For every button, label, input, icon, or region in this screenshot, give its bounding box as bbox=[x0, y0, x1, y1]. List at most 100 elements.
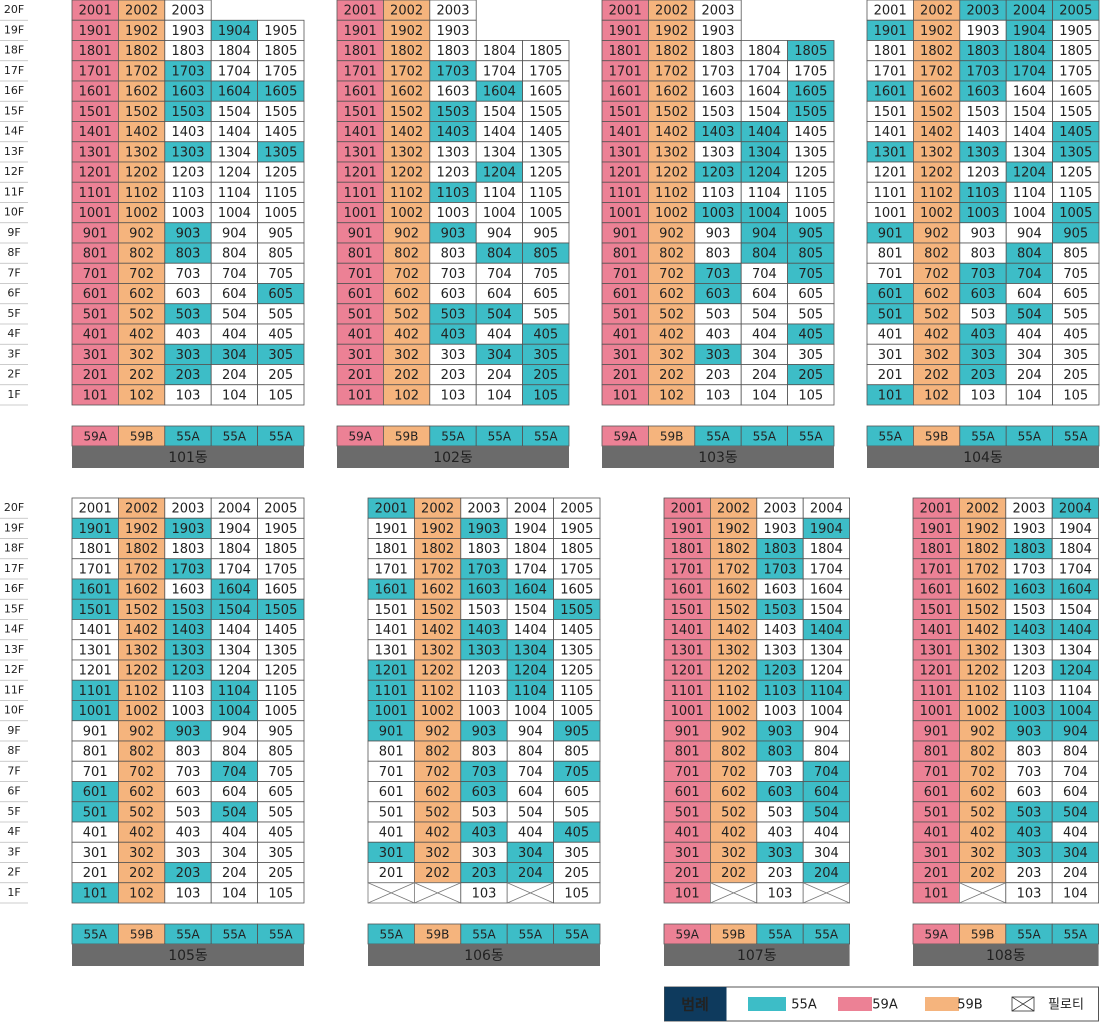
unit-number: 901 bbox=[675, 724, 700, 739]
unit-number: 603 bbox=[441, 287, 466, 302]
unit-number: 1105 bbox=[529, 186, 562, 201]
unit-number: 603 bbox=[1017, 785, 1042, 800]
type-label: 59B bbox=[130, 928, 154, 942]
unit-number: 505 bbox=[268, 307, 293, 322]
unit-number: 1101 bbox=[79, 186, 112, 201]
unit-number: 2003 bbox=[171, 4, 204, 19]
unit-number: 904 bbox=[752, 226, 777, 241]
unit-number: 202 bbox=[394, 368, 419, 383]
unit-number: 1601 bbox=[671, 583, 704, 598]
unit-number: 902 bbox=[129, 724, 154, 739]
unit-number: 1405 bbox=[794, 125, 827, 140]
type-label: 55A bbox=[488, 430, 512, 444]
unit-number: 805 bbox=[1063, 247, 1088, 262]
unit-number: 503 bbox=[441, 307, 466, 322]
unit-number: 1403 bbox=[467, 623, 500, 638]
unit-number: 103 bbox=[971, 388, 996, 403]
unit-number: 2004 bbox=[514, 502, 547, 517]
unit-number: 902 bbox=[721, 724, 746, 739]
unit-number: 501 bbox=[675, 805, 700, 820]
unit-number: 1902 bbox=[920, 24, 953, 39]
unit-number: 1702 bbox=[920, 64, 953, 79]
type-label: 55A bbox=[223, 928, 247, 942]
unit-number: 1503 bbox=[436, 105, 469, 120]
unit-number: 204 bbox=[222, 368, 247, 383]
unit-number: 901 bbox=[613, 226, 638, 241]
unit-number: 1601 bbox=[920, 583, 953, 598]
unit-number: 402 bbox=[425, 826, 450, 841]
floor-label: 1F bbox=[7, 886, 20, 899]
unit-number: 401 bbox=[83, 328, 108, 343]
unit-number: 401 bbox=[83, 826, 108, 841]
unit-number: 1303 bbox=[966, 145, 999, 160]
unit-number: 1202 bbox=[717, 664, 750, 679]
unit-number: 401 bbox=[379, 826, 404, 841]
unit-number: 501 bbox=[924, 805, 949, 820]
floor-label: 5F bbox=[7, 307, 20, 320]
unit-number: 1301 bbox=[375, 643, 408, 658]
unit-number: 1405 bbox=[1059, 125, 1092, 140]
unit-number: 1801 bbox=[79, 542, 112, 557]
unit-number: 1103 bbox=[701, 186, 734, 201]
unit-number: 1304 bbox=[218, 145, 251, 160]
unit-number: 605 bbox=[268, 287, 293, 302]
unit-number: 502 bbox=[721, 805, 746, 820]
type-label: 55A bbox=[1017, 928, 1041, 942]
unit-number: 1103 bbox=[171, 186, 204, 201]
unit-number: 1401 bbox=[671, 623, 704, 638]
unit-number: 1901 bbox=[920, 522, 953, 537]
unit-number: 2001 bbox=[874, 4, 907, 19]
unit-number: 1504 bbox=[1059, 603, 1092, 618]
unit-number: 604 bbox=[752, 287, 777, 302]
unit-number: 1901 bbox=[79, 24, 112, 39]
unit-number: 1305 bbox=[560, 643, 593, 658]
unit-number: 1403 bbox=[966, 125, 999, 140]
unit-number: 1001 bbox=[920, 704, 953, 719]
unit-number: 1002 bbox=[125, 704, 158, 719]
unit-number: 901 bbox=[924, 724, 949, 739]
unit-number: 1603 bbox=[1012, 583, 1045, 598]
unit-number: 1601 bbox=[344, 85, 377, 100]
unit-number: 1002 bbox=[390, 206, 423, 221]
unit-number: 1404 bbox=[218, 125, 251, 140]
unit-number: 2001 bbox=[375, 502, 408, 517]
unit-number: 1002 bbox=[920, 206, 953, 221]
unit-number: 601 bbox=[83, 785, 108, 800]
unit-number: 705 bbox=[268, 267, 293, 282]
unit-number: 1302 bbox=[920, 145, 953, 160]
unit-number: 1503 bbox=[966, 105, 999, 120]
unit-number: 1205 bbox=[794, 166, 827, 181]
unit-number: 1301 bbox=[609, 145, 642, 160]
unit-number: 1903 bbox=[1012, 522, 1045, 537]
unit-number: 1903 bbox=[763, 522, 796, 537]
unit-number: 1405 bbox=[529, 125, 562, 140]
unit-number: 1603 bbox=[966, 85, 999, 100]
unit-number: 103 bbox=[176, 886, 201, 901]
unit-number: 903 bbox=[472, 724, 497, 739]
unit-number: 905 bbox=[1063, 226, 1088, 241]
unit-number: 1301 bbox=[671, 643, 704, 658]
unit-number: 1303 bbox=[701, 145, 734, 160]
unit-number: 1303 bbox=[171, 145, 204, 160]
unit-number: 701 bbox=[83, 267, 108, 282]
unit-number: 1101 bbox=[375, 684, 408, 699]
unit-number: 504 bbox=[487, 307, 512, 322]
unit-number: 1104 bbox=[514, 684, 547, 699]
unit-number: 1805 bbox=[264, 44, 297, 59]
unit-number: 2003 bbox=[966, 4, 999, 19]
unit-number: 1205 bbox=[264, 664, 297, 679]
unit-number: 101 bbox=[675, 886, 700, 901]
unit-number: 604 bbox=[222, 287, 247, 302]
unit-number: 803 bbox=[706, 247, 731, 262]
unit-number: 103 bbox=[706, 388, 731, 403]
unit-number: 605 bbox=[564, 785, 589, 800]
unit-number: 603 bbox=[176, 287, 201, 302]
unit-number: 703 bbox=[176, 267, 201, 282]
unit-number: 202 bbox=[425, 866, 450, 881]
unit-number: 1204 bbox=[1059, 664, 1092, 679]
unit-number: 704 bbox=[222, 267, 247, 282]
unit-number: 2001 bbox=[79, 4, 112, 19]
unit-number: 1802 bbox=[966, 542, 999, 557]
unit-number: 701 bbox=[613, 267, 638, 282]
unit-number: 1402 bbox=[655, 125, 688, 140]
